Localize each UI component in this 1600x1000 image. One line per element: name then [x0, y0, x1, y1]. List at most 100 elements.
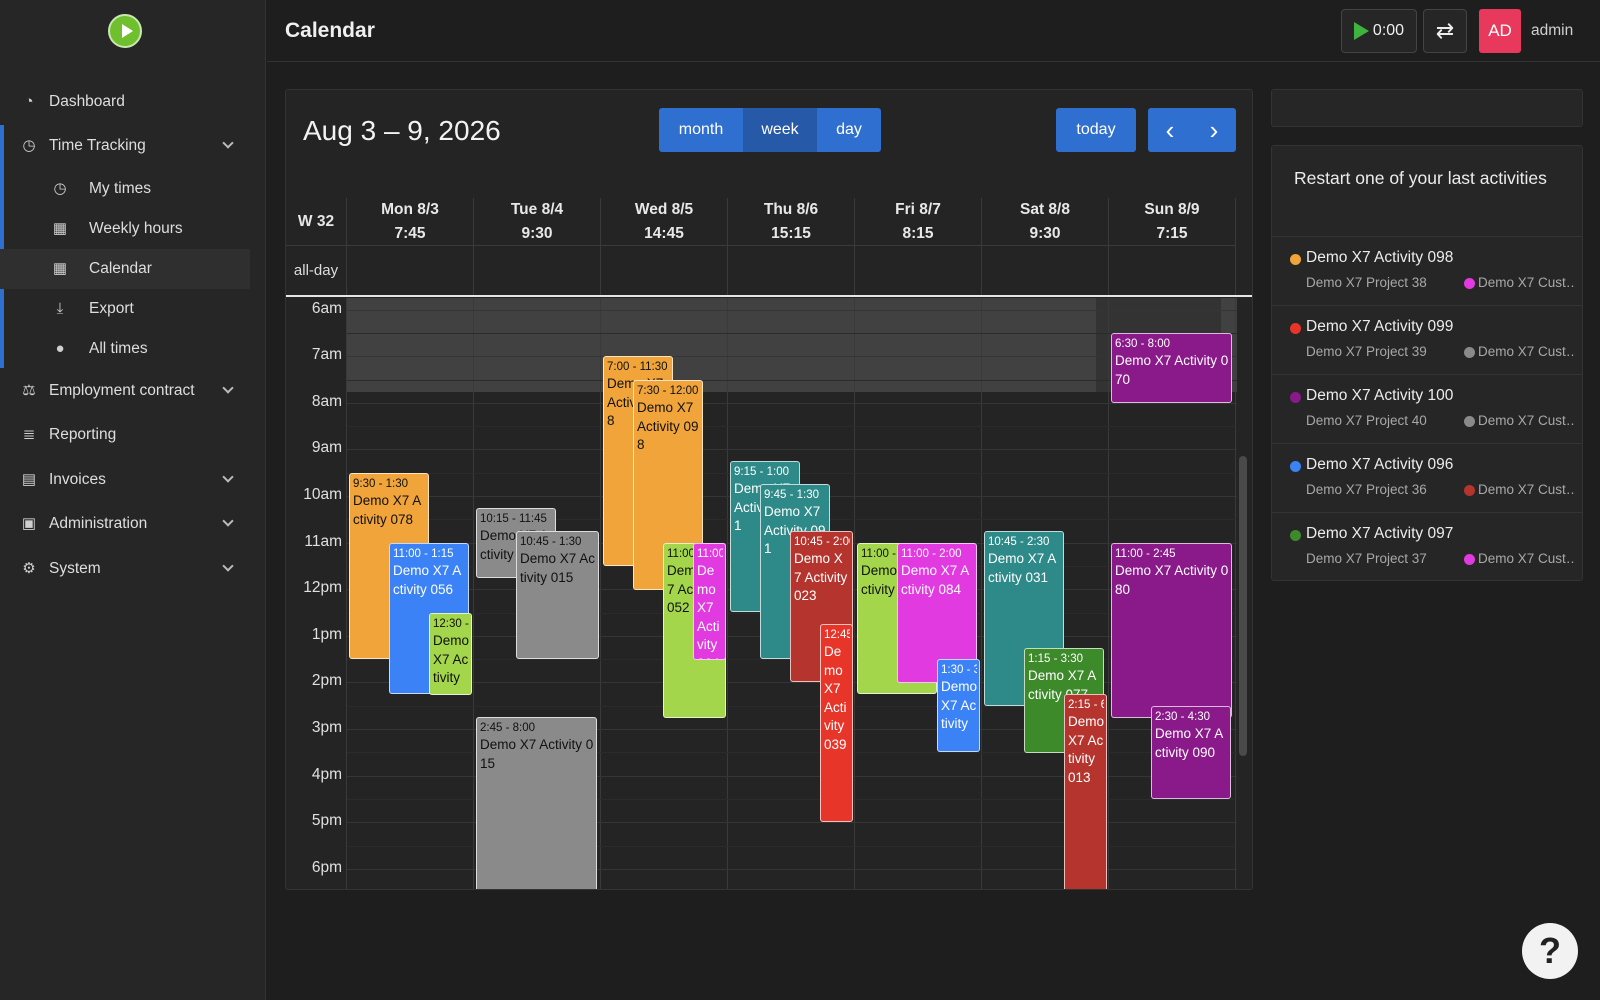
sync-icon: ⇄ [1435, 18, 1455, 43]
day-total: 14:45 [644, 225, 684, 242]
sidebar-item-time-tracking[interactable]: ◷ Time Tracking [0, 126, 250, 166]
previous-button[interactable]: ‹ [1148, 108, 1192, 152]
calendar-icon: ▦ [52, 260, 68, 277]
calendar-event[interactable]: 2:30 - 4:30 Demo X7 Activity 090 [1151, 706, 1231, 799]
event-time: 2:30 - 4:30 [1155, 711, 1210, 723]
recent-activity-item[interactable]: Demo X7 Activity 100 Demo X7 Project 40 De… [1272, 374, 1582, 443]
calendar-event[interactable]: 2:45 - 8:00 Demo X7 Activity 015 [476, 717, 597, 889]
calendar-event[interactable]: 12:30 - Demo X7 Activity [429, 613, 472, 695]
all-day-cell[interactable] [982, 246, 1109, 296]
time-label: 4pm [311, 766, 342, 783]
recent-activities-title: Restart one of your last activities [1294, 168, 1547, 188]
time-label: 8am [311, 393, 342, 410]
chevron-left-icon: ‹ [1165, 114, 1175, 145]
username[interactable]: admin [1531, 22, 1574, 39]
day-date: Fri 8/7 [895, 201, 941, 218]
customer-name: Demo X7 Cust… [1478, 482, 1576, 497]
activity-meta: Demo X7 Project 37 Demo X7 Cust… [1306, 551, 1576, 566]
day-header[interactable]: Sun 8/9 7:15 [1109, 198, 1236, 246]
sidebar-item-administration[interactable]: ▣ Administration [0, 504, 250, 544]
sidebar-item-weekly-hours[interactable]: ▦ Weekly hours [0, 209, 250, 249]
scrollbar[interactable] [1239, 456, 1247, 756]
all-day-cell[interactable] [855, 246, 982, 296]
activity-name: Demo X7 Activity 100 [1306, 387, 1454, 404]
event-title: Demo X7 Activity 013 [1068, 714, 1105, 785]
activity-meta: Demo X7 Project 36 Demo X7 Cust… [1306, 482, 1576, 497]
day-header[interactable]: Thu 8/6 15:15 [728, 198, 855, 246]
recent-activity-item[interactable]: Demo X7 Activity 099 Demo X7 Project 39 De… [1272, 305, 1582, 374]
hour-line [347, 403, 1237, 404]
sidebar-item-label: Administration [49, 515, 148, 532]
recent-activity-item[interactable]: Demo X7 Activity 098 Demo X7 Project 38 De… [1272, 236, 1582, 305]
half-hour-line [347, 333, 1237, 334]
calendar-event[interactable]: 6:30 - 8:00 Demo X7 Activity 070 [1111, 333, 1232, 403]
off-hours-shade [347, 298, 1237, 392]
avatar[interactable]: AD [1479, 9, 1521, 53]
chevron-right-icon: › [1209, 114, 1219, 145]
all-day-cell[interactable] [728, 246, 855, 296]
sidebar-item-reporting[interactable]: ≣ Reporting [0, 415, 250, 455]
restart-button[interactable]: ⇄ [1423, 9, 1467, 53]
project-name: Demo X7 Project 37 [1306, 551, 1427, 566]
event-title: Demo X7 Activity 080 [1115, 563, 1229, 597]
all-day-cell[interactable] [1109, 246, 1236, 296]
event-time: 1:30 - 3:30 [941, 664, 977, 676]
event-title: Demo X7 Activity 064 [697, 563, 720, 659]
time-grid[interactable]: 6am 7am 8am 9am 10am 11am 12pm 1pm 2pm 3pm 4pm 5pm 6… [286, 298, 1252, 889]
week-view-button[interactable]: week [743, 108, 817, 152]
calendar-event[interactable]: 11:00 - 2:45 Demo X7 Activity 080 [1111, 543, 1232, 718]
day-date: Tue 8/4 [510, 201, 564, 218]
day-header[interactable]: Wed 8/5 14:45 [601, 198, 728, 246]
sidebar-item-export[interactable]: ⤓ Export [0, 289, 250, 329]
chevron-down-icon [222, 515, 234, 527]
time-label: 3pm [311, 719, 342, 736]
activity-meta: Demo X7 Project 40 Demo X7 Cust… [1306, 413, 1576, 428]
day-header[interactable]: Sat 8/8 9:30 [982, 198, 1109, 246]
calendar-event[interactable]: 12:45 - 5:00 Demo X7 Activity 039 [820, 624, 853, 822]
app-logo[interactable] [108, 14, 142, 48]
calendar-event[interactable]: 2:15 - 6:30 Demo X7 Activity 013 [1064, 694, 1107, 889]
sidebar-item-system[interactable]: ⚙ System [0, 549, 250, 589]
hour-line [347, 449, 1237, 450]
event-time: 9:45 - 1:30 [764, 489, 819, 501]
event-title: Demo X7 Activity 090 [1155, 726, 1224, 760]
all-day-cell[interactable] [347, 246, 474, 296]
hour-line [347, 729, 1237, 730]
day-column-line [346, 298, 347, 889]
day-total: 9:30 [521, 225, 553, 242]
all-day-cell[interactable] [474, 246, 601, 296]
event-time: 11:00 - 2:45 [1115, 548, 1176, 560]
calendar-event[interactable]: 11:00 - 1:30 Demo X7 Activity 064 [693, 543, 726, 660]
day-header[interactable]: Fri 8/7 8:15 [855, 198, 982, 246]
day-date: Mon 8/3 [381, 201, 439, 218]
help-button[interactable]: ? [1522, 923, 1578, 979]
sidebar: ◔ Dashboard ◷ Time Tracking ◷ My times ▦… [0, 0, 266, 1000]
today-button[interactable]: today [1056, 108, 1136, 152]
activity-name: Demo X7 Activity 097 [1306, 525, 1454, 542]
sidebar-item-calendar[interactable]: ▦ Calendar [0, 249, 250, 289]
start-timer-button[interactable]: 0:00 [1341, 9, 1417, 53]
time-label: 6pm [311, 859, 342, 876]
day-column-line [727, 298, 728, 889]
hour-line [347, 776, 1237, 777]
sidebar-item-dashboard[interactable]: ◔ Dashboard [0, 82, 250, 122]
sidebar-item-label: Weekly hours [89, 220, 183, 237]
recent-activity-item[interactable]: Demo X7 Activity 097 Demo X7 Project 37 De… [1272, 512, 1582, 581]
sidebar-item-invoices[interactable]: ▤ Invoices [0, 460, 250, 500]
customer-name: Demo X7 Cust… [1478, 413, 1576, 428]
day-header[interactable]: Mon 8/3 7:45 [347, 198, 474, 246]
all-day-cell[interactable] [601, 246, 728, 296]
time-label: 6am [311, 300, 342, 317]
calendar-event[interactable]: 10:45 - 1:30 Demo X7 Activity 015 [516, 531, 599, 659]
sidebar-item-my-times[interactable]: ◷ My times [0, 169, 250, 209]
hour-line [347, 822, 1237, 823]
sidebar-item-all-times[interactable]: ● All times [0, 329, 250, 369]
user-clock-icon: ● [55, 340, 65, 357]
next-button[interactable]: › [1192, 108, 1236, 152]
month-view-button[interactable]: month [659, 108, 743, 152]
sidebar-item-employment-contract[interactable]: ⚖ Employment contract [0, 371, 250, 411]
day-header[interactable]: Tue 8/4 9:30 [474, 198, 601, 246]
day-view-button[interactable]: day [817, 108, 881, 152]
recent-activity-item[interactable]: Demo X7 Activity 096 Demo X7 Project 36 De… [1272, 443, 1582, 512]
calendar-event[interactable]: 1:30 - 3:30 Demo X7 Activity [937, 659, 980, 752]
